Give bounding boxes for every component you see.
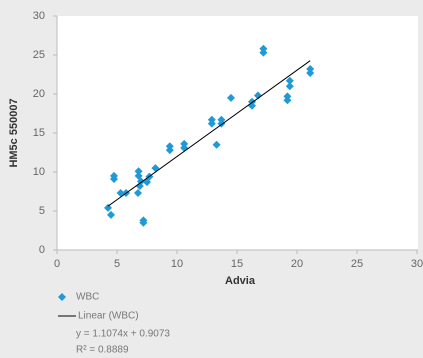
legend-label: Linear (WBC)	[78, 311, 139, 322]
y-tick-label: 5	[39, 205, 45, 217]
x-tick-label: 10	[171, 258, 183, 270]
data-point	[306, 68, 315, 77]
data-point	[134, 167, 143, 176]
y-tick-label: 25	[33, 49, 45, 61]
trendline	[107, 60, 311, 207]
y-tick-label: 10	[33, 166, 45, 178]
x-tick-label: 5	[114, 258, 120, 270]
y-tick-label: 15	[33, 127, 45, 139]
x-tick-label: 0	[54, 258, 60, 270]
plot-area	[57, 16, 418, 250]
data-point	[283, 96, 292, 105]
x-tick-label: 20	[291, 258, 303, 270]
data-point	[285, 76, 294, 85]
data-point	[165, 146, 174, 155]
trendline-r-squared: R² = 0.8889	[76, 345, 129, 356]
x-tick-label: 30	[411, 258, 423, 270]
data-point	[259, 48, 268, 57]
data-point	[254, 91, 262, 100]
x-tick-label: 25	[351, 258, 363, 270]
y-axis-label: HM5c 550007	[8, 98, 20, 167]
x-axis-label: Advia	[225, 275, 256, 287]
data-point	[116, 189, 125, 198]
data-point	[139, 218, 148, 227]
data-point	[134, 189, 142, 198]
data-point	[285, 82, 294, 91]
data-point	[207, 119, 216, 128]
legend-marker	[58, 293, 66, 301]
y-tick-label: 30	[33, 10, 45, 22]
y-tick-label: 20	[33, 88, 45, 100]
y-tick-label: 0	[39, 244, 45, 256]
x-tick-label: 15	[231, 258, 243, 270]
data-point	[110, 175, 118, 184]
data-point	[212, 140, 221, 149]
data-point	[227, 93, 235, 102]
data-point	[107, 210, 115, 219]
legend-label: WBC	[76, 292, 99, 303]
data-point	[104, 203, 112, 212]
trendline-equation: y = 1.1074x + 0.9073	[76, 329, 170, 340]
